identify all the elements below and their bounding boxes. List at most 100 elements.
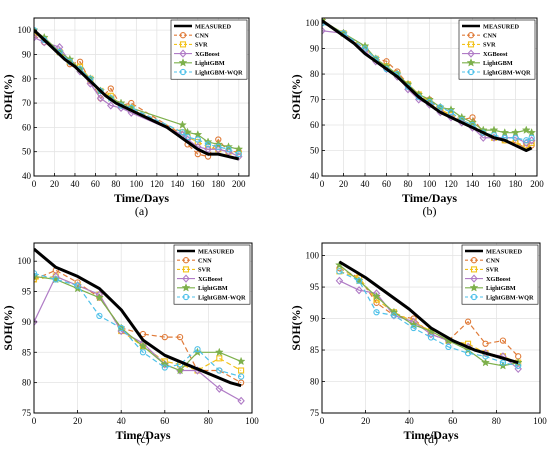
y-tick-label: 50 bbox=[22, 147, 32, 157]
data-point-wqr bbox=[41, 36, 48, 44]
chart-panel-c: 0 20 40 60 80 100 75 80 85 90 95 100 Time/Days SOH(%)… bbox=[1, 242, 259, 446]
y-tick-label: 50 bbox=[310, 146, 320, 156]
x-axis-label: Time/Days bbox=[114, 191, 169, 205]
legend-label-measured: MEASURED bbox=[195, 23, 231, 30]
data-point-lgbm bbox=[409, 320, 419, 329]
legend-label-svr: SVR bbox=[198, 267, 211, 274]
data-point-xgb bbox=[34, 317, 38, 327]
data-point-cnn bbox=[161, 333, 168, 341]
x-tick-label: 100 bbox=[423, 179, 437, 189]
legend-label-wqr: LightGBM-WQR bbox=[195, 69, 243, 76]
legend-marker-xgb bbox=[470, 274, 478, 283]
data-point-wqr bbox=[34, 270, 38, 277]
panel-label: (a) bbox=[135, 204, 148, 218]
y-tick-label: 90 bbox=[310, 44, 320, 54]
legend-label-wqr: LightGBM-WQR bbox=[486, 294, 534, 301]
data-point-cnn bbox=[176, 333, 184, 341]
data-point-lgbm bbox=[214, 347, 224, 357]
plot-area bbox=[334, 260, 523, 374]
x-tick-label: 0 bbox=[32, 179, 37, 189]
legend-marker-svr bbox=[467, 41, 475, 48]
plot-frame bbox=[33, 17, 250, 177]
legend-marker-wqr bbox=[182, 293, 190, 301]
data-point-wqr bbox=[390, 312, 398, 319]
legend: MEASURED CNN SVR XGBoost LightGBM LightGBM-WQ… bbox=[170, 19, 248, 80]
legend-marker-lgbm bbox=[181, 283, 191, 292]
x-tick-label: 0 bbox=[320, 179, 325, 189]
plot-area bbox=[322, 18, 537, 153]
y-tick-label: 75 bbox=[310, 408, 320, 418]
data-point-wqr bbox=[118, 324, 125, 332]
data-point-wqr bbox=[373, 309, 380, 316]
x-tick-label: 0 bbox=[32, 416, 37, 426]
data-point-wqr bbox=[204, 141, 212, 148]
x-tick-label: 100 bbox=[533, 416, 547, 426]
data-point-wqr bbox=[437, 104, 444, 111]
y-tick-label: 85 bbox=[310, 345, 320, 355]
y-tick-label: 40 bbox=[22, 171, 32, 181]
x-tick-label: 20 bbox=[339, 179, 349, 189]
legend-label-lgbm: LightGBM bbox=[483, 60, 513, 67]
y-tick-label: 100 bbox=[306, 251, 320, 261]
data-point-lgbm bbox=[500, 127, 510, 137]
y-tick-label: 75 bbox=[22, 408, 32, 418]
x-tick-label: 200 bbox=[232, 179, 246, 189]
x-tick-label: 140 bbox=[171, 179, 185, 189]
data-point-xgb bbox=[96, 94, 105, 103]
legend-label-xgb: XGBoost bbox=[486, 276, 511, 283]
legend-label-xgb: XGBoost bbox=[483, 51, 508, 58]
data-point-wqr bbox=[427, 334, 435, 341]
legend-label-measured: MEASURED bbox=[198, 248, 234, 255]
plot-frame bbox=[33, 242, 253, 414]
x-tick-label: 40 bbox=[361, 179, 371, 189]
data-point-lgbm bbox=[521, 125, 531, 134]
x-tick-label: 60 bbox=[91, 179, 101, 189]
x-tick-label: 0 bbox=[320, 416, 325, 426]
x-tick-label: 120 bbox=[150, 179, 164, 189]
data-point-xgb bbox=[322, 26, 326, 35]
data-point-wqr bbox=[216, 367, 223, 374]
x-tick-label: 160 bbox=[487, 179, 501, 189]
data-point-lgbm bbox=[372, 291, 381, 301]
data-point-lgbm bbox=[160, 359, 170, 369]
data-point-wqr bbox=[523, 137, 530, 144]
data-point-cnn bbox=[194, 150, 201, 158]
data-point-wqr bbox=[336, 268, 343, 275]
legend-label-lgbm: LightGBM bbox=[195, 60, 225, 67]
data-point-wqr bbox=[235, 150, 242, 158]
data-point-cnn bbox=[499, 337, 507, 344]
data-point-wqr bbox=[225, 146, 232, 153]
data-point-wqr bbox=[355, 277, 363, 284]
series-line-measured bbox=[338, 260, 519, 365]
data-point-xgb bbox=[237, 396, 245, 405]
data-point-lgbm bbox=[527, 127, 537, 137]
legend-marker-lgbm bbox=[178, 58, 188, 67]
x-axis-label: Time/Days bbox=[402, 191, 457, 205]
x-tick-label: 20 bbox=[73, 416, 83, 426]
data-point-wqr bbox=[447, 109, 455, 116]
y-tick-label: 70 bbox=[22, 98, 32, 108]
legend-marker-cnn bbox=[467, 32, 475, 39]
legend-label-lgbm: LightGBM bbox=[486, 285, 516, 292]
legend-marker-wqr bbox=[179, 68, 187, 76]
y-tick-label: 60 bbox=[22, 122, 32, 132]
data-point-wqr bbox=[361, 45, 369, 52]
y-tick-label: 80 bbox=[310, 377, 320, 387]
data-point-xgb bbox=[335, 276, 344, 285]
x-axis-label: Time/Days bbox=[403, 428, 458, 442]
data-point-wqr bbox=[404, 83, 412, 90]
chart-panel-b: 0 20 40 60 80 100 120 140 160 180 200 40 50 60 70 80 90 1… bbox=[289, 17, 544, 218]
legend-marker-svr bbox=[179, 41, 187, 48]
data-point-xgb bbox=[34, 33, 38, 42]
series-line-wqr bbox=[322, 22, 532, 141]
x-axis-label: Time/Days bbox=[115, 428, 170, 442]
x-tick-label: 60 bbox=[160, 416, 170, 426]
y-tick-label: 60 bbox=[310, 120, 320, 130]
data-point-wqr bbox=[237, 373, 245, 380]
legend-label-xgb: XGBoost bbox=[195, 51, 220, 58]
data-point-wqr bbox=[512, 134, 519, 141]
x-tick-label: 80 bbox=[111, 179, 121, 189]
data-point-lgbm bbox=[389, 307, 399, 317]
x-tick-label: 100 bbox=[130, 179, 144, 189]
